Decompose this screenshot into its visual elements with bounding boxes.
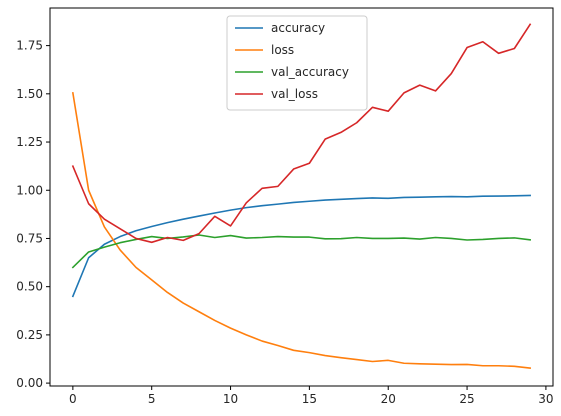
legend-label-val-accuracy: val_accuracy: [271, 65, 349, 79]
y-tick-label: 1.00: [16, 183, 43, 197]
y-tick-label: 1.50: [16, 87, 43, 101]
y-tick-label: 1.25: [16, 135, 43, 149]
y-tick-label: 0.75: [16, 231, 43, 245]
series-line-accuracy: [71, 194, 531, 298]
series-line-loss: [71, 91, 532, 369]
x-tick-label: 20: [381, 392, 396, 406]
legend-label-loss: loss: [271, 43, 294, 57]
series-line-val-accuracy: [71, 234, 532, 269]
x-tick-label: 15: [302, 392, 317, 406]
legend-label-accuracy: accuracy: [271, 21, 325, 35]
series-layer: [71, 23, 532, 369]
legend: accuracy loss val_accuracy val_loss: [226, 15, 368, 111]
y-tick-label: 1.75: [16, 39, 43, 53]
x-tick-label: 30: [538, 392, 553, 406]
legend-label-val-loss: val_loss: [271, 87, 318, 101]
axes-frame: [49, 7, 554, 387]
y-tick-label: 0.25: [16, 328, 43, 342]
x-tick-label: 5: [148, 392, 156, 406]
y-tick-label: 0.00: [16, 376, 43, 390]
x-tick-label: 10: [223, 392, 238, 406]
x-tick-label: 25: [459, 392, 474, 406]
series-line-val-loss: [71, 23, 532, 244]
x-tick-label: 0: [69, 392, 77, 406]
legend-box: [226, 15, 368, 111]
axes-layer: 0 5 10 15 20 25 30 0.00 0.25 0.50 0.75 1.00 1.25 1.50…: [16, 7, 554, 406]
y-tick-label: 0.50: [16, 280, 43, 294]
